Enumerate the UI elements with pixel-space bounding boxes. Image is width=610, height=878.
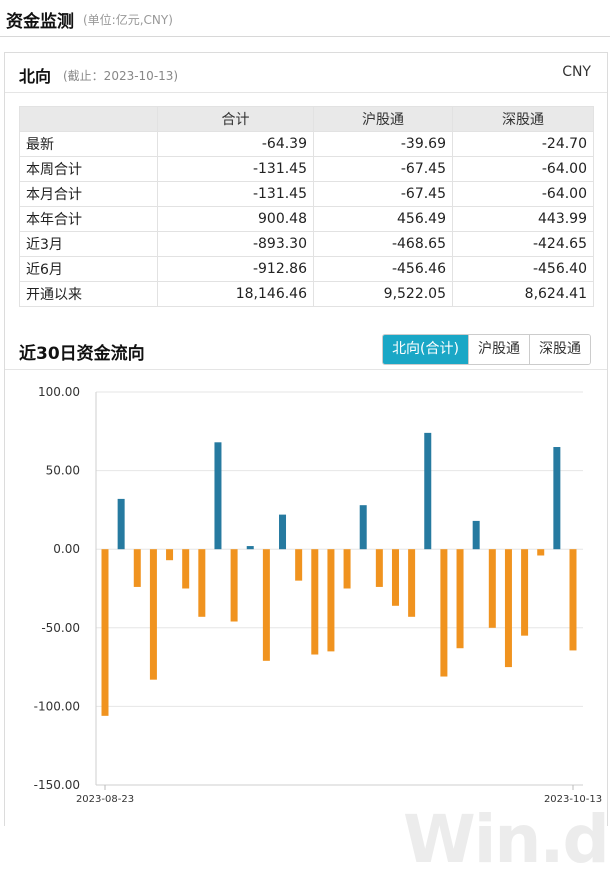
chart-bar (295, 549, 303, 581)
cell-shanghai: -39.69 (313, 131, 453, 157)
chart-bar (408, 549, 416, 617)
tab-shanghai-connect[interactable]: 沪股通 (468, 335, 529, 364)
cell-shanghai: 9,522.05 (313, 281, 453, 307)
tab-northbound-total[interactable]: 北向(合计) (383, 335, 468, 364)
chart-bar (182, 549, 190, 589)
chart-bar (198, 549, 206, 617)
page-title: 资金监测 (6, 12, 74, 32)
tab-shenzhen-connect[interactable]: 深股通 (529, 335, 590, 364)
chart-bar (537, 549, 545, 556)
currency-label: CNY (562, 64, 591, 80)
row-label: 开通以来 (19, 281, 158, 307)
chart-bar (133, 549, 141, 587)
cell-total: -131.45 (157, 181, 314, 207)
cell-total: -131.45 (157, 156, 314, 182)
chart-section-title: 近30日资金流向 (19, 344, 145, 364)
chart-bar (230, 549, 238, 622)
y-tick-label: -150.00 (34, 778, 80, 792)
cell-shenzhen: -64.00 (452, 156, 594, 182)
chart-divider (5, 369, 607, 370)
chart-bar (472, 520, 480, 550)
cell-shenzhen: -456.40 (452, 256, 594, 282)
cell-total: -912.86 (157, 256, 314, 282)
table-header-shanghai: 沪股通 (313, 106, 453, 132)
chart-bar (149, 549, 157, 680)
chart-bar (214, 442, 222, 550)
chart-bar (391, 549, 399, 606)
y-tick-label: 100.00 (38, 385, 80, 399)
page-header: 资金监测 (单位:亿元,CNY) (0, 0, 610, 37)
chart-bar (279, 514, 287, 550)
cell-total: 18,146.46 (157, 281, 314, 307)
flow-summary-table: 合计 沪股通 深股通 最新 -64.39 -39.69 -24.70 本周合计 … (19, 106, 594, 307)
table-row: 本周合计 -131.45 -67.45 -64.00 (19, 156, 594, 182)
chart-bar (440, 549, 448, 677)
chart-bar (521, 549, 529, 636)
chart-bar (166, 549, 174, 561)
northbound-flow-chart: 100.00 50.00 0.00 -50.00 -100.00 -150.00 2023-… (34, 385, 602, 805)
as-of-date: (截止：2023-10-13) (63, 69, 179, 83)
chart-bar (424, 432, 432, 550)
chart-bar (311, 549, 319, 655)
table-header-shenzhen: 深股通 (452, 106, 594, 132)
card-header: 北向 (截止：2023-10-13) CNY (5, 53, 607, 93)
row-label: 近6月 (19, 256, 158, 282)
northbound-title: 北向 (19, 67, 52, 86)
flow-tabs: 北向(合计) 沪股通 深股通 (382, 334, 591, 365)
row-label: 本周合计 (19, 156, 158, 182)
cell-shanghai: 456.49 (313, 206, 453, 232)
table-header-row: 合计 沪股通 深股通 (19, 106, 594, 132)
cell-shanghai: -456.46 (313, 256, 453, 282)
chart-bar (375, 549, 383, 587)
y-tick-label: -100.00 (34, 699, 80, 713)
chart-bar (101, 549, 109, 716)
chart-bar (262, 549, 270, 661)
chart-bar (456, 549, 464, 649)
row-label: 近3月 (19, 231, 158, 257)
y-tick-label: 0.00 (53, 542, 80, 556)
table-row: 本月合计 -131.45 -67.45 -64.00 (19, 181, 594, 207)
table-row: 最新 -64.39 -39.69 -24.70 (19, 131, 594, 157)
cell-shenzhen: -24.70 (452, 131, 594, 157)
x-tick-label: 2023-08-23 (76, 794, 134, 805)
chart-bar (246, 546, 254, 550)
chart-bar (117, 498, 125, 550)
cell-shenzhen: 8,624.41 (452, 281, 594, 307)
cell-shanghai: -67.45 (313, 156, 453, 182)
chart-bar (327, 549, 335, 652)
chart-bar (343, 549, 351, 589)
table-row: 本年合计 900.48 456.49 443.99 (19, 206, 594, 232)
row-label: 最新 (19, 131, 158, 157)
page-subtitle: (单位:亿元,CNY) (83, 13, 173, 27)
chart-bar (359, 505, 367, 550)
table-row: 近6月 -912.86 -456.46 -456.40 (19, 256, 594, 282)
x-tick-label: 2023-10-13 (544, 794, 602, 805)
y-tick-label: -50.00 (41, 621, 80, 635)
chart-bar (488, 549, 496, 628)
chart-bar (553, 447, 561, 550)
y-tick-label: 50.00 (46, 464, 80, 478)
cell-shenzhen: 443.99 (452, 206, 594, 232)
northbound-card: 北向 (截止：2023-10-13) CNY 合计 沪股通 深股通 最新 -64… (4, 52, 610, 878)
cell-total: 900.48 (157, 206, 314, 232)
table-header-blank (19, 106, 158, 132)
row-label: 本月合计 (19, 181, 158, 207)
chart-bar (504, 549, 512, 668)
cell-total: -64.39 (157, 131, 314, 157)
table-row: 开通以来 18,146.46 9,522.05 8,624.41 (19, 281, 594, 307)
chart-bar (569, 549, 577, 651)
